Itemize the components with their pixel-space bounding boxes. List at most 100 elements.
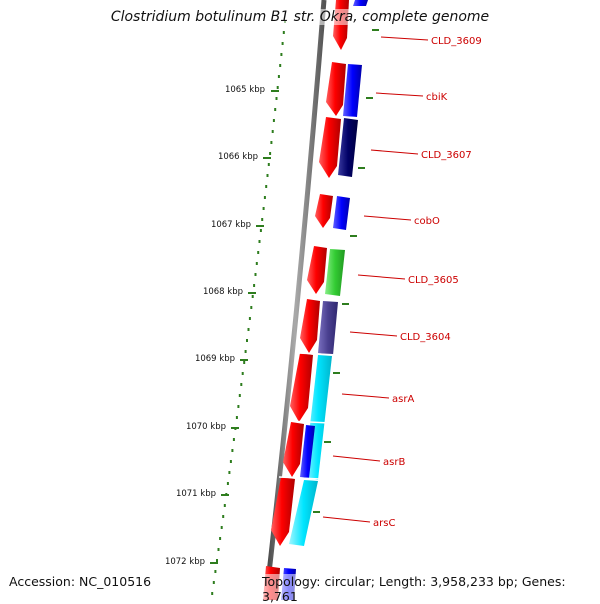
gene-label-asra[interactable]: asrA (392, 394, 414, 405)
leader-line (349, 331, 398, 337)
cog-block (338, 118, 358, 177)
scale-dot (241, 372, 244, 375)
leader-line (357, 274, 406, 280)
scale-dot (220, 526, 223, 529)
scale-dot (279, 64, 282, 67)
scale-dot (246, 339, 248, 342)
cog-block (353, 0, 368, 6)
scale-dot (270, 141, 273, 144)
scale-dot (235, 416, 238, 419)
scale-dot (217, 548, 220, 551)
scale-dot (229, 460, 232, 463)
scale-dot (238, 394, 241, 397)
cog-block (325, 249, 345, 296)
scale-label: 1066 kbp (218, 152, 258, 162)
scale-dot (271, 130, 274, 133)
gene-label-cobo[interactable]: cobO (414, 216, 440, 227)
scale-dot (248, 317, 251, 320)
scale-dot (250, 306, 253, 309)
scale-dot (255, 262, 258, 265)
scale-dot (257, 251, 260, 254)
scale-dot (277, 75, 280, 78)
scale-dot (259, 229, 262, 232)
separator (322, 115, 363, 119)
scale-dot (267, 163, 270, 166)
cds-arrow-cld3609[interactable] (333, 0, 349, 50)
scale-dot (281, 42, 284, 45)
scale-dot (219, 537, 222, 540)
gene-label-arsc[interactable]: arsC (373, 518, 395, 529)
scale-label: 1072 kbp (165, 557, 205, 567)
cds-arrow-asrb[interactable] (283, 422, 304, 477)
gene-label-cld3609[interactable]: CLD_3609 (431, 36, 482, 47)
scale-dot (262, 207, 265, 210)
cog-block (300, 425, 315, 478)
scale-dot (212, 581, 215, 584)
scale-dot (240, 383, 243, 386)
leader-line (375, 92, 424, 97)
cog-block (343, 64, 362, 117)
gene-label-cld3604[interactable]: CLD_3604 (400, 332, 451, 343)
scale-dot (274, 108, 277, 111)
leader-line (341, 393, 390, 399)
scale-dot (247, 328, 250, 331)
cds-arrow-cld3605[interactable] (307, 246, 327, 294)
leader-line (380, 36, 429, 41)
scale-dot (223, 504, 226, 507)
scale-dot (231, 449, 234, 452)
gene-label-cbik[interactable]: cbiK (426, 92, 448, 103)
leader-line (370, 149, 419, 155)
leader-line (332, 455, 381, 462)
scale-label: 1068 kbp (203, 287, 243, 297)
scale-dot (251, 295, 254, 298)
separator (297, 352, 339, 356)
cds-arrow-cld3607[interactable] (319, 117, 341, 178)
cog-block (289, 480, 318, 546)
scale-dot (253, 284, 256, 287)
outer-ticks (313, 29, 379, 513)
scale-dot (237, 405, 240, 408)
scale-dot (261, 218, 264, 221)
cds-arrow-cld3604[interactable] (300, 299, 320, 353)
scale-dot (243, 361, 246, 364)
leader-line (363, 215, 412, 221)
cds-arrow-asra[interactable] (290, 353, 313, 422)
leader-line (322, 516, 371, 523)
scale-dot (263, 196, 266, 199)
scale-dot (214, 570, 217, 573)
scale-dot (258, 240, 261, 243)
cog-block (333, 196, 350, 230)
cds-arrow-cbik[interactable] (326, 62, 346, 116)
scale-dot (265, 185, 268, 188)
scale-dot (222, 515, 225, 518)
cds-arrow-cobo[interactable] (315, 194, 333, 228)
separator (287, 420, 331, 424)
cds-arrow-arsc[interactable] (271, 477, 295, 546)
scale-dot (280, 53, 283, 56)
gene-label-cld3605[interactable]: CLD_3605 (408, 275, 459, 286)
scale-dot (232, 438, 235, 441)
scale-dot (244, 350, 247, 353)
scale-ticks (210, 90, 279, 564)
leader-lines (322, 36, 429, 523)
scale-dot (254, 273, 257, 276)
scale-dot (216, 559, 218, 562)
scale-dot (211, 592, 214, 595)
map-title: Clostridium botulinum B1 str. Okra, comp… (0, 9, 600, 25)
map-title-text: Clostridium botulinum B1 str. Okra, comp… (110, 9, 490, 25)
separator (304, 297, 346, 301)
scale-label: 1067 kbp (211, 220, 251, 230)
scale-dot (275, 97, 278, 100)
scale-label: 1069 kbp (195, 354, 235, 364)
gene-label-asrb[interactable]: asrB (383, 457, 405, 468)
scale-dot (228, 471, 231, 474)
scale-dot (226, 482, 229, 485)
cog-track (281, 0, 368, 600)
gene-label-cld3607[interactable]: CLD_3607 (421, 150, 472, 161)
separators (278, 115, 363, 480)
scale-dot (282, 31, 285, 34)
scale-dot (272, 119, 275, 122)
scale-label: 1065 kbp (225, 85, 265, 95)
cog-block (318, 301, 338, 355)
